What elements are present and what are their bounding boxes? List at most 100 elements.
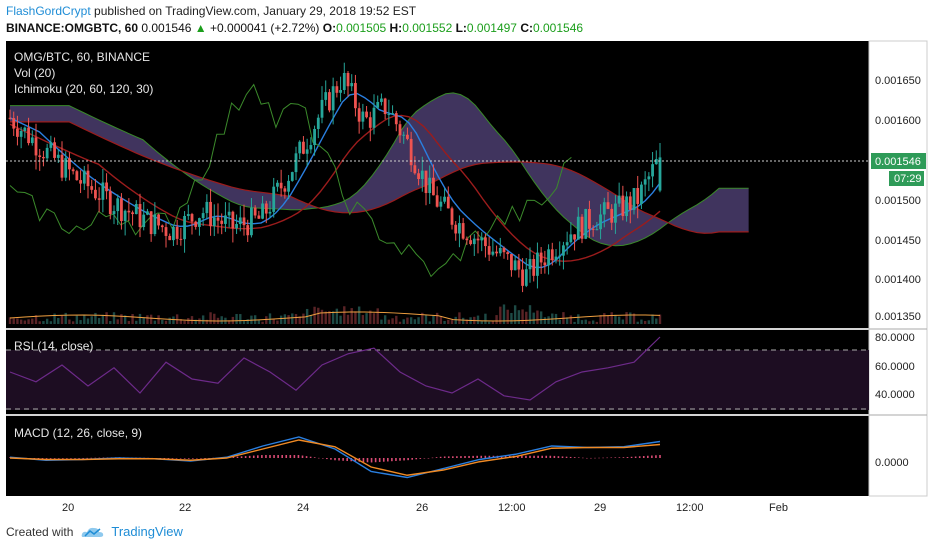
countdown-text: 07:29 xyxy=(894,173,922,185)
candle-body xyxy=(625,196,628,217)
candle-body xyxy=(94,189,97,199)
candle-body xyxy=(435,195,439,207)
candle-body xyxy=(614,203,617,223)
volume-bar xyxy=(302,313,305,324)
macd-hist-bar xyxy=(90,457,93,459)
volume-bar xyxy=(643,320,647,324)
high-value: 0.001552 xyxy=(402,21,453,35)
macd-hist-bar xyxy=(403,458,405,461)
price-axis-area[interactable] xyxy=(868,40,928,497)
candle-body xyxy=(424,170,428,194)
volume-bar xyxy=(220,316,223,324)
macd-hist-bar xyxy=(334,458,336,461)
candle-body xyxy=(550,249,554,260)
candle-body xyxy=(335,86,339,93)
macd-hist-bar xyxy=(411,458,413,460)
macd-hist-bar xyxy=(208,457,210,459)
macd-hist-bar xyxy=(435,457,438,458)
volume-bar xyxy=(283,314,287,324)
macd-hist-bar xyxy=(285,455,288,458)
candle-body xyxy=(524,269,528,286)
macd-panel[interactable] xyxy=(6,416,869,496)
candle-body xyxy=(372,107,376,128)
price-panel[interactable] xyxy=(6,41,869,328)
macd-hist-bar xyxy=(236,456,239,458)
macd-hist-bar xyxy=(37,458,40,459)
volume-bar xyxy=(506,309,509,324)
rsi-legend[interactable]: RSI (14, close) xyxy=(14,339,93,353)
candle-body xyxy=(328,92,331,111)
macd-hist-bar xyxy=(62,458,64,459)
macd-hist-bar xyxy=(464,456,466,458)
macd-hist-bar xyxy=(447,456,450,458)
macd-hist-bar xyxy=(565,456,568,458)
volume-bar xyxy=(265,316,268,324)
candle-body xyxy=(506,252,510,255)
volume-bar xyxy=(513,305,517,324)
time-axis-area[interactable] xyxy=(6,496,869,518)
candle-body xyxy=(34,137,38,156)
volume-bar xyxy=(354,311,357,324)
candle-body xyxy=(383,98,387,115)
candle-body xyxy=(23,127,27,131)
candle-body xyxy=(331,86,335,111)
candle-body xyxy=(588,209,591,229)
volume-bar xyxy=(603,313,606,324)
macd-hist-bar xyxy=(293,455,296,458)
volume-bar xyxy=(90,316,93,324)
macd-hist-bar xyxy=(586,457,588,459)
macd-hist-bar xyxy=(41,458,44,459)
candle-body xyxy=(543,262,547,266)
volume-bar xyxy=(331,311,335,324)
macd-hist-bar xyxy=(248,455,251,458)
candle-body xyxy=(339,90,342,93)
macd-hist-bar xyxy=(484,455,487,458)
candle-body xyxy=(201,213,205,219)
volume-legend[interactable]: Vol (20) xyxy=(14,66,55,80)
volume-bar xyxy=(153,320,157,324)
candle-body xyxy=(101,182,105,200)
macd-hist-bar xyxy=(301,455,304,458)
macd-hist-bar xyxy=(277,455,279,458)
volume-bar xyxy=(57,317,60,324)
volume-bar xyxy=(179,319,183,324)
volume-bar xyxy=(595,321,599,324)
macd-hist-bar xyxy=(655,455,657,458)
volume-bars xyxy=(8,304,662,324)
macd-hist-bar xyxy=(391,458,393,462)
candle-body xyxy=(365,111,368,118)
volume-bar xyxy=(112,312,116,324)
tradingview-brand[interactable]: TradingView xyxy=(111,524,183,539)
macd-hist-bar xyxy=(366,458,369,463)
macd-legend[interactable]: MACD (12, 26, close, 9) xyxy=(14,426,142,440)
candle-body xyxy=(313,128,316,146)
chart-canvas[interactable]: OMG/BTC, 60, BINANCE Vol (20) Ichimoku (… xyxy=(0,40,932,520)
candle-body xyxy=(105,182,108,192)
macd-hist-bar xyxy=(313,457,316,458)
volume-bar xyxy=(621,319,625,324)
created-with-label: Created with xyxy=(6,524,74,539)
volume-bar xyxy=(580,320,584,324)
candle-body xyxy=(108,191,112,215)
macd-hist-bar xyxy=(452,456,454,458)
candle-body xyxy=(517,260,521,270)
macd-hist-bar xyxy=(240,456,243,458)
macd-hist-bar xyxy=(317,457,320,459)
candle-body xyxy=(513,260,517,271)
candle-body xyxy=(640,184,643,204)
macd-hist-bar xyxy=(183,458,186,459)
ichimoku-legend[interactable]: Ichimoku (20, 60, 120, 30) xyxy=(14,82,153,96)
author-link[interactable]: FlashGordCrypt xyxy=(6,4,91,18)
volume-bar xyxy=(521,309,524,324)
volume-bar xyxy=(320,309,324,324)
macd-hist-bar xyxy=(204,458,206,459)
candle-body xyxy=(420,170,424,179)
candle-body xyxy=(198,218,201,227)
time-tick: 24 xyxy=(297,502,309,514)
macd-tick: 0.0000 xyxy=(875,457,909,469)
volume-bar xyxy=(625,312,628,324)
rsi-tick: 80.0000 xyxy=(875,332,915,344)
macd-hist-bar xyxy=(569,456,572,458)
volume-bar xyxy=(268,313,272,324)
volume-bar xyxy=(157,315,160,324)
